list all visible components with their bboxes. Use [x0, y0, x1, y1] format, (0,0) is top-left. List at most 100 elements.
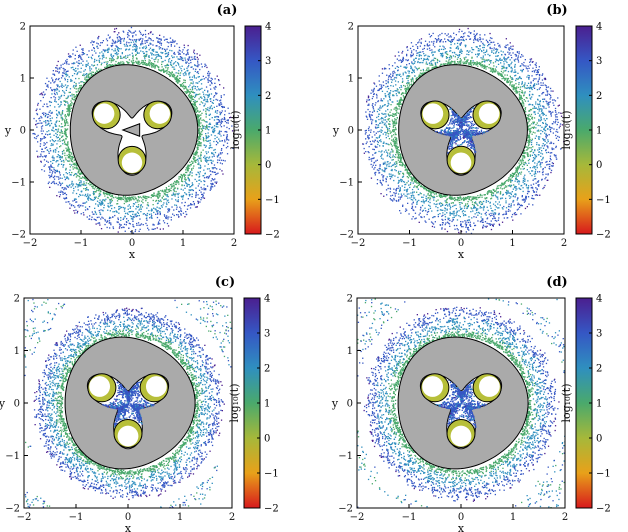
ring-point [396, 187, 398, 190]
ring-point [127, 213, 129, 215]
ring-point [225, 137, 228, 139]
ring-point [171, 50, 173, 52]
ring-point [61, 157, 63, 159]
band-point [77, 171, 79, 174]
ring-point [196, 65, 198, 67]
ring-point [503, 56, 505, 58]
ring-point [206, 156, 208, 158]
ring-point [128, 200, 131, 202]
ring-point [207, 79, 209, 81]
ring-point [485, 214, 487, 216]
ring-point [219, 104, 221, 106]
ring-point [63, 174, 65, 176]
ring-point [499, 46, 501, 48]
ring-point [528, 203, 530, 205]
ring-point [64, 152, 66, 154]
ring-point [196, 86, 199, 88]
ring-point [51, 139, 53, 141]
ring-point [532, 179, 534, 181]
ring-point [453, 204, 455, 207]
ring-point [108, 47, 110, 49]
ring-point [410, 56, 412, 58]
ring-point [198, 98, 200, 100]
ring-point [137, 201, 139, 203]
ring-point [200, 186, 202, 189]
ring-point [105, 192, 107, 194]
ring-point [218, 104, 220, 107]
ring-point [78, 204, 80, 206]
band-point [198, 119, 201, 122]
band-point [97, 70, 99, 73]
y-tick-label: 2 [20, 22, 26, 33]
ring-point [538, 151, 540, 153]
ring-point [213, 167, 215, 169]
ring-point [482, 44, 484, 46]
ring-point [54, 171, 56, 173]
ring-point [193, 204, 195, 206]
ring-point [82, 49, 84, 52]
ring-point [213, 87, 215, 89]
ring-point [490, 212, 492, 215]
ring-point [450, 36, 452, 38]
ring-point [202, 102, 204, 104]
ring-point [43, 142, 45, 144]
ring-point [129, 207, 131, 209]
ring-point [212, 179, 214, 181]
ring-point [157, 223, 159, 225]
ring-point [557, 97, 559, 99]
band-point [189, 97, 191, 99]
ring-point [474, 224, 476, 227]
band-point [69, 148, 71, 151]
ring-point [76, 184, 78, 186]
ring-point [390, 175, 393, 177]
ring-point [171, 60, 173, 62]
ring-point [166, 38, 168, 40]
ring-point [550, 112, 552, 115]
ring-point [416, 54, 418, 57]
ring-point [215, 92, 217, 94]
ring-point [129, 206, 132, 208]
ring-point [65, 197, 67, 200]
ring-point [218, 130, 221, 132]
ring-point [420, 200, 423, 203]
ring-point [49, 101, 51, 103]
ring-point [94, 219, 96, 221]
ring-point [398, 196, 400, 198]
band-point [197, 137, 200, 139]
ring-point [123, 38, 125, 40]
ring-point [76, 212, 78, 214]
band-point [184, 86, 186, 88]
ring-point [210, 100, 212, 102]
ring-point [481, 196, 483, 198]
ring-point [548, 165, 551, 168]
ring-point [208, 175, 211, 177]
ring-point [72, 53, 74, 55]
ring-point [122, 226, 124, 228]
plot-area [358, 26, 564, 234]
ring-point [159, 34, 161, 36]
ring-point [72, 166, 74, 168]
band-point [193, 107, 196, 109]
band-point [76, 94, 78, 96]
band-point [81, 172, 83, 174]
ring-point [167, 218, 169, 220]
ring-point [376, 97, 378, 99]
ring-point [54, 151, 57, 153]
ring-point [398, 170, 400, 173]
band-point [195, 152, 197, 154]
ring-point [173, 66, 175, 68]
ring-point [549, 101, 551, 103]
band-point [122, 198, 125, 201]
ring-point [174, 204, 176, 206]
ring-point [214, 78, 216, 80]
ring-point [556, 128, 558, 131]
ring-point [187, 53, 189, 55]
band-point [64, 128, 66, 130]
ring-point [66, 101, 68, 103]
ring-point [365, 131, 367, 134]
band-point [183, 88, 185, 90]
ring-point [373, 162, 375, 164]
ring-point [119, 42, 122, 44]
ring-point [393, 156, 395, 158]
ring-point [140, 204, 142, 206]
